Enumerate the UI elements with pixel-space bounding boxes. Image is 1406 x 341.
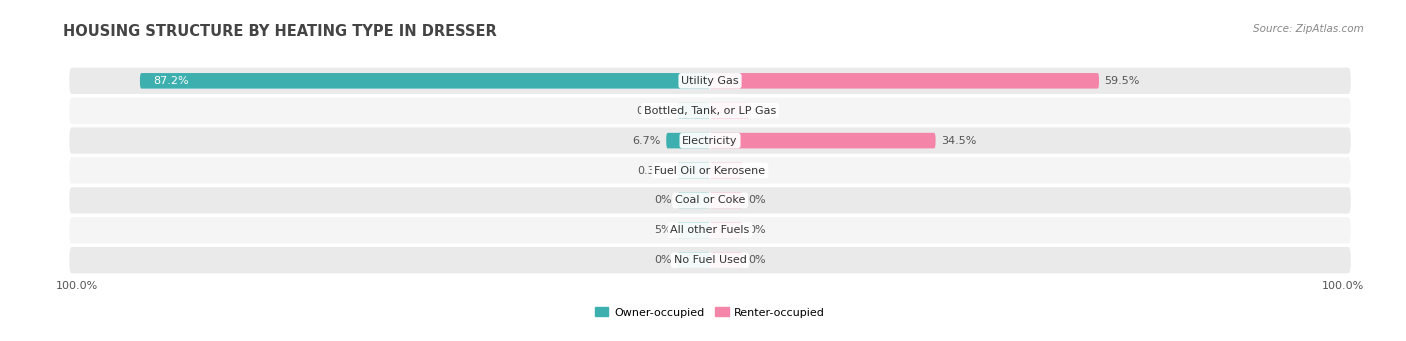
Text: 100.0%: 100.0% (56, 281, 98, 291)
FancyBboxPatch shape (69, 217, 1351, 243)
Text: Bottled, Tank, or LP Gas: Bottled, Tank, or LP Gas (644, 106, 776, 116)
Legend: Owner-occupied, Renter-occupied: Owner-occupied, Renter-occupied (591, 303, 830, 322)
FancyBboxPatch shape (710, 163, 742, 178)
Text: HOUSING STRUCTURE BY HEATING TYPE IN DRESSER: HOUSING STRUCTURE BY HEATING TYPE IN DRE… (63, 24, 496, 39)
FancyBboxPatch shape (69, 68, 1351, 94)
FancyBboxPatch shape (678, 193, 710, 208)
Text: 0.35%: 0.35% (637, 165, 672, 176)
Text: Source: ZipAtlas.com: Source: ZipAtlas.com (1253, 24, 1364, 34)
FancyBboxPatch shape (710, 133, 935, 148)
FancyBboxPatch shape (69, 187, 1351, 213)
FancyBboxPatch shape (678, 252, 710, 268)
Text: Electricity: Electricity (682, 136, 738, 146)
Text: 6%: 6% (755, 106, 772, 116)
FancyBboxPatch shape (710, 223, 742, 238)
FancyBboxPatch shape (69, 247, 1351, 273)
FancyBboxPatch shape (69, 98, 1351, 124)
Text: All other Fuels: All other Fuels (671, 225, 749, 235)
FancyBboxPatch shape (69, 157, 1351, 184)
Text: Coal or Coke: Coal or Coke (675, 195, 745, 205)
Text: 6.7%: 6.7% (633, 136, 661, 146)
Text: 0%: 0% (748, 195, 766, 205)
Text: Utility Gas: Utility Gas (682, 76, 738, 86)
Text: 0%: 0% (654, 255, 672, 265)
Text: No Fuel Used: No Fuel Used (673, 255, 747, 265)
Text: 0%: 0% (748, 255, 766, 265)
Text: 0.71%: 0.71% (637, 106, 672, 116)
Text: 34.5%: 34.5% (941, 136, 976, 146)
Text: Fuel Oil or Kerosene: Fuel Oil or Kerosene (654, 165, 766, 176)
FancyBboxPatch shape (710, 252, 742, 268)
FancyBboxPatch shape (678, 223, 710, 238)
Text: 87.2%: 87.2% (153, 76, 188, 86)
Text: 5%: 5% (654, 225, 672, 235)
FancyBboxPatch shape (666, 133, 710, 148)
FancyBboxPatch shape (69, 128, 1351, 154)
Text: 0%: 0% (654, 195, 672, 205)
FancyBboxPatch shape (678, 163, 710, 178)
FancyBboxPatch shape (710, 193, 742, 208)
Text: 0%: 0% (748, 225, 766, 235)
Text: 59.5%: 59.5% (1104, 76, 1140, 86)
FancyBboxPatch shape (678, 103, 710, 118)
Text: 100.0%: 100.0% (1322, 281, 1364, 291)
FancyBboxPatch shape (141, 73, 710, 89)
FancyBboxPatch shape (710, 73, 1099, 89)
FancyBboxPatch shape (710, 103, 749, 118)
Text: 0%: 0% (748, 165, 766, 176)
